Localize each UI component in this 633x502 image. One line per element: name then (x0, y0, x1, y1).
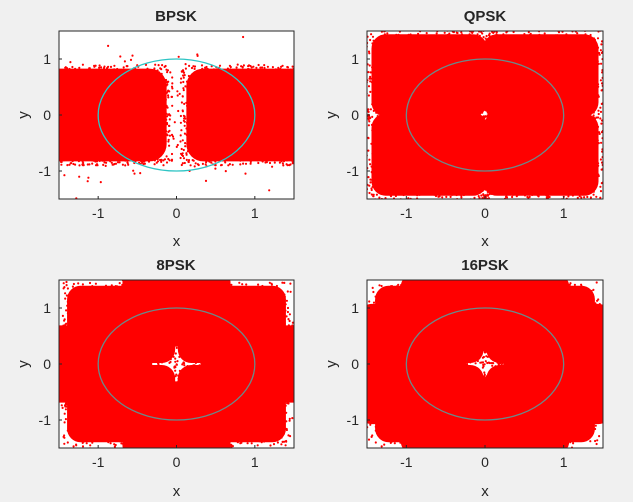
y-tick-label: -1 (39, 163, 52, 179)
y-tick-label: 0 (43, 356, 51, 372)
x-tick-label: 1 (251, 205, 259, 221)
subplot-title: BPSK (155, 8, 197, 25)
subplot-qpsk: -1 0 1 -1 0 1 QPSK x y (323, 8, 604, 250)
subplot-title: 16PSK (461, 257, 509, 274)
y-axis-label: y (15, 111, 32, 119)
unit-circle (97, 307, 256, 421)
x-tick-label: 0 (481, 205, 489, 221)
y-axis-label: y (323, 360, 340, 368)
y-axis-label: y (323, 111, 340, 119)
x-tick-label: -1 (400, 454, 413, 470)
y-tick-label: -1 (347, 163, 360, 179)
y-tick-label: -1 (39, 412, 52, 428)
x-tick-label: 1 (560, 454, 568, 470)
point-cloud (59, 35, 294, 199)
y-tick-label: 0 (351, 356, 359, 372)
subplot-8psk: -1 0 1 -1 0 1 8PSK x y (15, 257, 295, 500)
x-axis-label: x (481, 233, 489, 250)
y-tick-label: 1 (43, 51, 51, 67)
scatter-points (367, 280, 603, 448)
x-axis-label: x (481, 483, 489, 500)
point-cloud (59, 280, 294, 448)
y-tick-label: 1 (351, 51, 359, 67)
x-tick-label: -1 (400, 205, 413, 221)
subplot-title: 8PSK (156, 257, 195, 274)
scatter-points (59, 35, 294, 199)
x-tick-label: 0 (481, 454, 489, 470)
y-tick-label: 1 (43, 300, 51, 316)
y-tick-label: 1 (351, 300, 359, 316)
unit-circle (97, 58, 256, 172)
subplot-title: QPSK (464, 8, 507, 25)
x-tick-label: 1 (251, 454, 259, 470)
y-tick-label: 0 (351, 107, 359, 123)
point-cloud (367, 280, 603, 448)
x-axis-label: x (173, 233, 181, 250)
x-tick-label: -1 (92, 454, 105, 470)
point-cloud (367, 31, 603, 199)
x-tick-label: 0 (173, 205, 181, 221)
x-tick-label: 0 (173, 454, 181, 470)
unit-circle (405, 58, 565, 172)
subplot-16psk: -1 0 1 -1 0 1 16PSK x y (323, 257, 604, 500)
subplot-bpsk: -1 0 1 -1 0 1 BPSK x y (15, 8, 295, 250)
unit-circle (405, 307, 565, 421)
y-tick-label: 0 (43, 107, 51, 123)
x-tick-label: -1 (92, 205, 105, 221)
x-axis-label: x (173, 483, 181, 500)
y-axis-label: y (15, 360, 32, 368)
y-tick-label: -1 (347, 412, 360, 428)
x-tick-label: 1 (560, 205, 568, 221)
